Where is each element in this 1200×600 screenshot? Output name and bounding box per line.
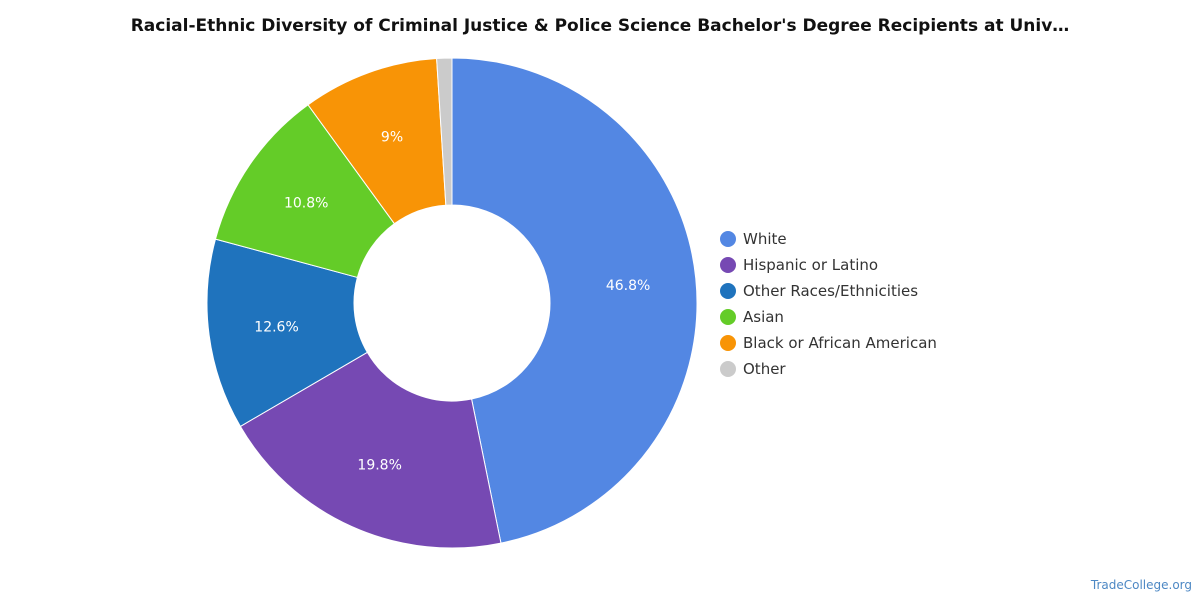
legend-item[interactable]: Other: [720, 356, 937, 382]
data-label: 12.6%: [254, 319, 298, 335]
legend-item[interactable]: White: [720, 226, 937, 252]
data-label: 9%: [381, 129, 403, 145]
legend-label: White: [743, 230, 787, 248]
data-label: 19.8%: [357, 458, 401, 474]
legend-label: Black or African American: [743, 334, 937, 352]
legend-item[interactable]: Asian: [720, 304, 937, 330]
legend-item[interactable]: Hispanic or Latino: [720, 252, 937, 278]
legend-item[interactable]: Black or African American: [720, 330, 937, 356]
legend-swatch: [720, 361, 736, 377]
legend-label: Hispanic or Latino: [743, 256, 879, 274]
legend-swatch: [720, 309, 736, 325]
legend-label: Other Races/Ethnicities: [743, 282, 919, 300]
legend-swatch: [720, 257, 736, 273]
legend-swatch: [720, 231, 736, 247]
slice-other[interactable]: [436, 57, 453, 206]
chart-legend: White Hispanic or Latino Other Races/Ethni…: [720, 226, 937, 382]
chart-title: Racial-Ethnic Diversity of Criminal Just…: [130, 16, 1070, 36]
legend-swatch: [720, 335, 736, 351]
legend-swatch: [720, 283, 736, 299]
legend-label: Asian: [743, 308, 784, 326]
watermark-link[interactable]: TradeCollege.org: [1090, 578, 1192, 592]
slice-hispanic-or-latino[interactable]: [239, 351, 502, 549]
slice-white[interactable]: [451, 57, 698, 544]
data-label: 10.8%: [284, 196, 328, 212]
data-label: 46.8%: [606, 278, 650, 294]
legend-label: Other: [743, 360, 786, 378]
legend-item[interactable]: Other Races/Ethnicities: [720, 278, 937, 304]
slice-other-races-ethnicities[interactable]: [206, 238, 369, 428]
